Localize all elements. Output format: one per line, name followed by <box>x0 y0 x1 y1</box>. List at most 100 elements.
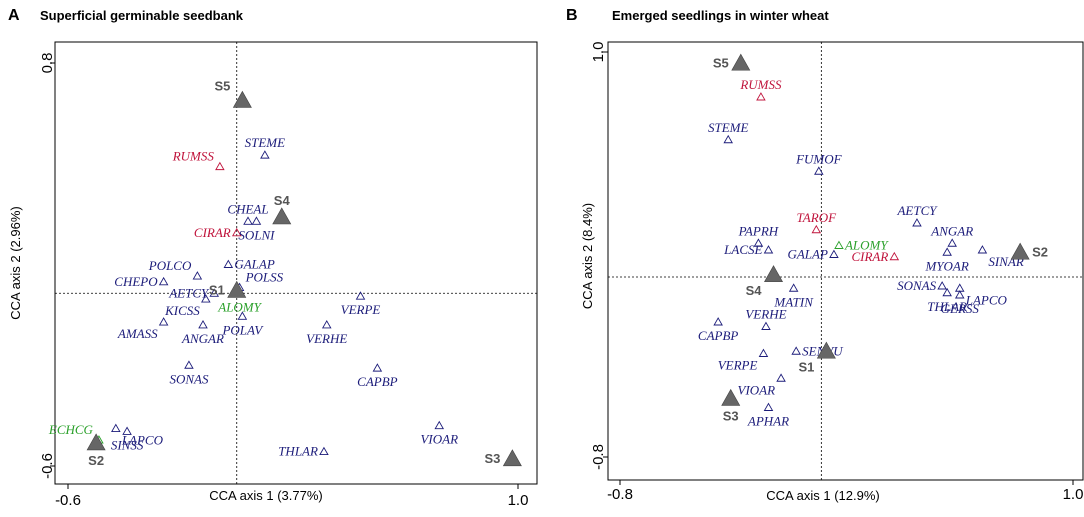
species-marker-verpe <box>355 291 366 300</box>
species-label-polco: POLCO <box>148 258 192 273</box>
panel-a-x-tick-label: -0.6 <box>55 492 81 509</box>
species-label-galap: GALAP <box>234 257 275 272</box>
species-marker-angar <box>947 238 957 247</box>
species-marker-rumss <box>756 92 766 101</box>
panel-b-letter: B <box>566 7 578 24</box>
species-label-capbp: CAPBP <box>357 374 397 389</box>
site-label-s5: S5 <box>713 55 729 70</box>
species-label-cheal: CHEAL <box>227 201 268 216</box>
site-label-s1: S1 <box>798 359 814 374</box>
species-label-gerss: GERSS <box>941 301 980 316</box>
panel-b-y-tick-label: -0.8 <box>590 444 607 470</box>
species-label-thlar: THLAR <box>278 444 318 459</box>
species-label-sonas: SONAS <box>897 278 937 293</box>
panel-b-xlabel: CCA axis 1 (12.9%) <box>766 488 879 503</box>
species-marker-aphar <box>763 402 774 411</box>
species-marker-lacse <box>763 245 774 254</box>
species-marker-cheal <box>243 216 253 225</box>
species-label-aetcy: AETCY <box>168 285 210 300</box>
site-marker-s1 <box>227 280 247 298</box>
species-label-lapco: LAPCO <box>965 292 1008 307</box>
species-label-sinss: SINSS <box>111 437 144 452</box>
panel-b-y-tick-label: 1.0 <box>590 42 607 63</box>
species-marker-angar <box>198 320 208 329</box>
site-marker-s3 <box>721 388 741 406</box>
species-label-kicss: KICSS <box>164 303 200 318</box>
species-label-sonas: SONAS <box>169 371 209 386</box>
species-label-amass: AMASS <box>117 326 158 341</box>
species-marker-galap <box>223 259 234 268</box>
species-marker-capbp <box>372 363 383 372</box>
site-marker-s1 <box>816 341 836 359</box>
panel-a-letter: A <box>8 7 20 24</box>
species-label-rumss: RUMSS <box>172 149 215 164</box>
species-marker-lapco <box>111 423 121 433</box>
species-marker-vioar <box>776 373 786 382</box>
species-marker-verhe <box>761 321 771 330</box>
species-marker-chepo <box>158 276 169 286</box>
species-label-solni: SOLNI <box>238 227 275 242</box>
site-marker-s5 <box>232 90 252 108</box>
panel-b: B Emerged seedlings in winter wheat CCA … <box>566 7 1084 503</box>
panel-b-frame <box>607 41 1084 481</box>
species-marker-sinar <box>977 245 988 254</box>
species-marker-verpe <box>758 348 769 357</box>
species-label-thlar: THLAR <box>927 299 967 314</box>
species-marker-rumss <box>215 161 225 171</box>
species-marker-capbp <box>713 317 723 326</box>
species-label-aetcy: AETCY <box>896 203 938 218</box>
species-label-alomy: ALOMY <box>217 299 262 314</box>
site-label-s2: S2 <box>88 453 104 468</box>
species-label-matin: MATIN <box>773 294 814 309</box>
species-marker-fumof <box>814 166 824 175</box>
species-marker-cirar <box>889 251 900 261</box>
species-marker-cirar <box>231 227 242 237</box>
panel-a-xlabel: CCA axis 1 (3.77%) <box>209 488 322 503</box>
species-label-cirar: CIRAR <box>851 249 888 264</box>
species-label-angar: ANGAR <box>181 331 224 346</box>
panel-a-ylabel: CCA axis 2 (2.96%) <box>8 206 23 319</box>
species-label-myoar: MYOAR <box>924 258 968 273</box>
species-label-polav: POLAV <box>221 322 264 337</box>
species-marker-kicss <box>201 294 211 303</box>
species-marker-alomy <box>834 240 844 249</box>
species-marker-verhe <box>321 320 332 329</box>
species-label-verhe: VERHE <box>306 331 347 346</box>
species-label-vioar: VIOAR <box>738 382 776 397</box>
panel-b-x-tick-label: -0.8 <box>607 486 633 503</box>
species-label-fumof: FUMOF <box>795 151 843 166</box>
species-marker-sonas <box>184 360 194 369</box>
species-marker-aetcy <box>209 288 220 297</box>
species-label-tarof: TAROF <box>797 210 838 225</box>
species-marker-thlar <box>942 287 952 297</box>
site-marker-s2 <box>1010 242 1030 260</box>
site-label-s5: S5 <box>214 78 230 93</box>
species-marker-polco <box>192 271 203 280</box>
species-marker-galap <box>829 249 839 258</box>
panel-a-frame <box>54 41 538 485</box>
species-label-steme: STEME <box>245 135 286 150</box>
site-marker-s3 <box>502 449 522 467</box>
species-marker-tarof <box>811 224 822 234</box>
panel-b-title: Emerged seedlings in winter wheat <box>612 8 829 23</box>
site-label-s3: S3 <box>484 451 500 466</box>
panel-a-y-tick-label: 0.8 <box>39 53 56 74</box>
panel-b-x-tick-label: 1.0 <box>1063 486 1084 503</box>
species-marker-sinss <box>122 426 132 435</box>
species-marker-gerss <box>954 290 965 299</box>
site-marker-s5 <box>731 53 751 71</box>
site-label-s2: S2 <box>1032 244 1048 259</box>
species-label-steme: STEME <box>708 120 749 135</box>
site-label-s4: S4 <box>746 283 763 298</box>
species-label-galap: GALAP <box>787 247 828 262</box>
species-marker-polav <box>237 311 248 320</box>
species-label-chepo: CHEPO <box>114 274 158 289</box>
species-marker-sonas <box>937 281 947 290</box>
site-marker-s4 <box>272 207 292 225</box>
species-label-paprh: PAPRH <box>738 223 779 238</box>
panel-a-title: Superficial germinable seedbank <box>40 8 244 23</box>
species-label-verhe: VERHE <box>745 307 786 322</box>
species-marker-solni <box>251 216 262 225</box>
panel-a-x-tick-label: 1.0 <box>508 492 529 509</box>
species-marker-paprh <box>753 238 764 247</box>
